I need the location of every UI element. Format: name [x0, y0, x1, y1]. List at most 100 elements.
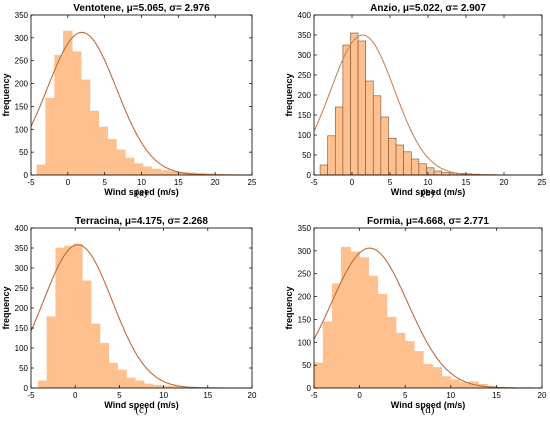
- x-axis-label: Wind speed (m/s): [104, 187, 178, 197]
- y-tick-label: 200: [15, 80, 29, 89]
- histogram-bar: [116, 149, 126, 176]
- y-tick-label: 200: [15, 304, 29, 313]
- y-tick-label: 250: [15, 57, 29, 66]
- histogram-bar: [99, 342, 110, 389]
- histogram-bar: [441, 376, 452, 389]
- histogram-bar: [423, 363, 433, 389]
- histogram-bar: [386, 316, 397, 389]
- histogram-bar: [36, 164, 47, 176]
- chart-title-name: Formia: [367, 216, 401, 227]
- histogram-bar: [350, 251, 360, 389]
- histogram-bar: [357, 40, 366, 176]
- histogram-bar: [414, 351, 424, 389]
- x-tick-label: 15: [492, 391, 501, 400]
- histogram-bar: [433, 170, 442, 176]
- y-tick-label: 100: [15, 125, 29, 134]
- histogram-bar: [319, 164, 328, 176]
- chart-title: Terracina, μ=4.175, σ= 2.268: [75, 216, 208, 227]
- x-tick-label: 5: [388, 178, 393, 187]
- x-tick-label: 5: [403, 391, 408, 400]
- y-tick-label: 100: [298, 131, 312, 140]
- histogram-bar: [359, 257, 370, 389]
- x-tick-label: 25: [538, 178, 547, 187]
- y-tick-label: 0: [307, 171, 312, 180]
- histogram-bar: [327, 135, 336, 176]
- histogram-bar: [143, 383, 154, 389]
- x-tick-label: 0: [350, 178, 355, 187]
- y-tick-label: 50: [19, 364, 28, 373]
- histogram-bar: [403, 151, 412, 176]
- histogram-bar: [71, 51, 82, 176]
- y-tick-label: 0: [307, 384, 312, 393]
- x-tick-label: -5: [27, 178, 35, 187]
- histogram-panel: -5 0 5 10 15 20 25050100150200250300350Ventote…: [1, 3, 257, 199]
- histogram-bar: [80, 79, 91, 176]
- histogram-bar: [368, 275, 379, 389]
- histogram-bar: [73, 243, 83, 389]
- y-tick-label: 150: [298, 111, 312, 120]
- y-tick-label: 350: [298, 31, 312, 40]
- chart-title: Ventotene, μ=5.065, σ= 2.976: [73, 3, 210, 14]
- y-tick-label: 0: [24, 171, 29, 180]
- y-tick-label: 300: [298, 51, 312, 60]
- histogram-bar: [342, 44, 351, 176]
- y-tick-label: 400: [298, 11, 312, 20]
- x-tick-label: 10: [137, 178, 146, 187]
- histogram-bar: [64, 245, 74, 389]
- x-tick-label: 15: [174, 178, 183, 187]
- histogram-panel: -5 0 5 10 15 20050100150200250300350400Terrac…: [1, 216, 257, 416]
- x-tick-label: 20: [248, 391, 257, 400]
- histogram-bar: [124, 157, 135, 176]
- y-tick-label: 0: [24, 384, 29, 393]
- y-tick-label: 200: [298, 91, 312, 100]
- histogram-bar: [117, 369, 127, 389]
- y-tick-label: 350: [15, 244, 29, 253]
- histogram-bar: [350, 32, 359, 176]
- chart-title-name: Anzio: [370, 3, 397, 14]
- chart-title-params: , μ=5.065, σ= 2.976: [121, 3, 210, 14]
- x-tick-label: 5: [102, 178, 107, 187]
- y-axis-label: frequency: [1, 73, 11, 116]
- histogram-bar: [107, 139, 117, 176]
- histogram-bar: [160, 170, 170, 176]
- histogram-bar: [341, 246, 351, 389]
- x-tick-label: 5: [117, 391, 122, 400]
- y-tick-label: 300: [298, 247, 312, 256]
- chart-title-params: , μ=5.022, σ= 2.907: [397, 3, 486, 14]
- histogram-bar: [63, 30, 73, 176]
- chart-title-name: Terracina: [75, 216, 120, 227]
- histogram-bar: [380, 116, 389, 176]
- x-axis-label: Wind speed (m/s): [391, 400, 465, 410]
- x-tick-label: 10: [446, 391, 455, 400]
- histogram-bar: [98, 126, 108, 176]
- histogram-bar: [365, 80, 374, 176]
- histogram-bar: [372, 95, 382, 176]
- y-tick-label: 150: [15, 102, 29, 111]
- chart-title-params: , μ=4.175, σ= 2.268: [119, 216, 208, 227]
- y-tick-label: 250: [15, 284, 29, 293]
- histogram-bar: [313, 362, 324, 389]
- y-tick-label: 300: [15, 264, 29, 273]
- y-tick-label: 250: [298, 270, 312, 279]
- x-tick-label: 20: [538, 391, 547, 400]
- histogram-bar: [135, 380, 145, 389]
- y-tick-label: 350: [298, 224, 312, 233]
- y-tick-label: 50: [302, 151, 311, 160]
- x-tick-label: 0: [357, 391, 362, 400]
- histogram-bar: [450, 379, 461, 389]
- x-tick-label: 25: [248, 178, 257, 187]
- y-tick-label: 100: [15, 344, 29, 353]
- chart-title-name: Ventotene: [73, 3, 121, 14]
- histogram-bar: [142, 166, 153, 176]
- histogram-bar: [126, 377, 136, 389]
- x-tick-label: -5: [310, 178, 318, 187]
- y-tick-label: 50: [302, 361, 311, 370]
- histogram-bar: [151, 168, 161, 176]
- chart-title: Anzio, μ=5.022, σ= 2.907: [370, 3, 486, 14]
- y-tick-label: 200: [298, 293, 312, 302]
- histogram-bar: [388, 137, 397, 176]
- chart-title-params: , μ=4.668, σ= 2.771: [400, 216, 489, 227]
- panel-caption: (c): [135, 404, 148, 416]
- y-tick-label: 300: [15, 34, 29, 43]
- y-tick-label: 150: [298, 315, 312, 324]
